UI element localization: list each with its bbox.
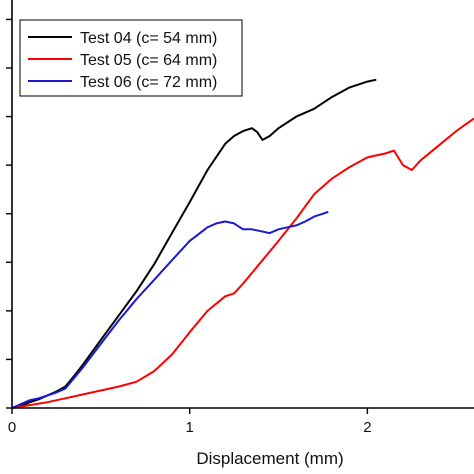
- x-tick-label: 0: [8, 419, 16, 436]
- series-line-2: [11, 117, 474, 409]
- series-line-3: [11, 210, 329, 409]
- x-tick-label: 1: [186, 419, 194, 436]
- tick-layer: 0 1 2: [6, 18, 372, 436]
- x-axis-label: Displacement (mm): [196, 449, 343, 468]
- series-layer: [11, 78, 474, 409]
- x-tick-label: 2: [363, 419, 371, 436]
- legend-label-test-06: Test 06 (c= 72 mm): [80, 74, 217, 91]
- legend-label-test-04: Test 04 (c= 54 mm): [80, 30, 217, 47]
- legend: Test 04 (c= 54 mm) Test 05 (c= 64 mm) Te…: [19, 19, 243, 97]
- series-line-1: [11, 78, 377, 409]
- legend-label-test-05: Test 05 (c= 64 mm): [80, 52, 217, 69]
